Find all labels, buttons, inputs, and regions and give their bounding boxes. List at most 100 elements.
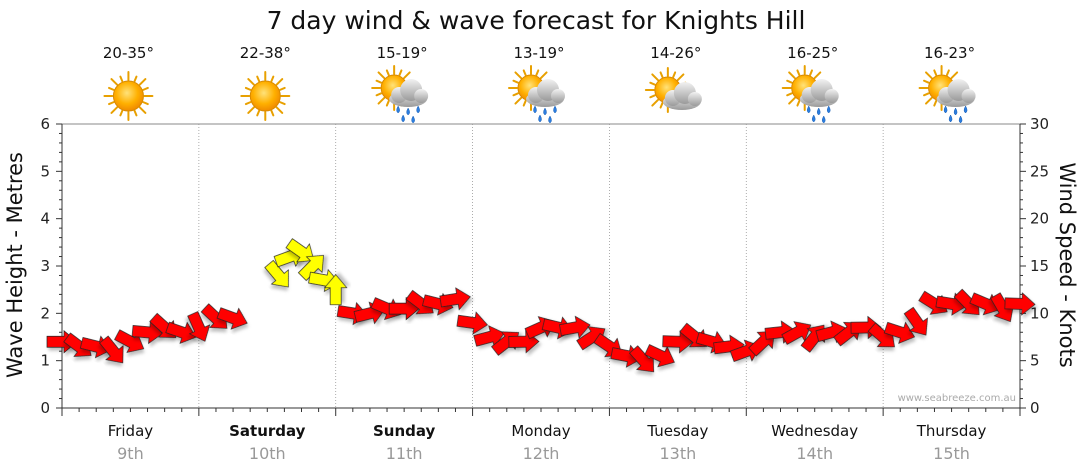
sun-ray	[133, 75, 138, 83]
right-tick-label: 30	[1030, 115, 1049, 133]
wind-arrow	[1004, 292, 1036, 316]
sun-ray	[514, 96, 523, 105]
wind-series	[46, 287, 1036, 373]
sun-ray	[119, 109, 124, 117]
left-axis-label: Wave Height - Metres	[3, 152, 27, 378]
sun-ray	[923, 79, 930, 84]
wind-arrow	[165, 321, 197, 344]
right-axis-label: Wind Speed - Knots	[1055, 162, 1079, 367]
sun-ray	[651, 98, 659, 107]
sun-ray	[275, 106, 284, 114]
wind-arrow-shape	[99, 335, 124, 364]
wind-arrow	[456, 311, 488, 335]
cloud-shape	[526, 79, 565, 107]
sun-ray	[788, 71, 796, 80]
cloud-puff	[551, 89, 565, 103]
date-label: 14th	[796, 444, 833, 463]
sun-disc	[112, 80, 144, 112]
light-wind-arrow	[323, 274, 348, 306]
sun-ray	[659, 101, 664, 109]
wind-arrow-shape	[903, 306, 928, 336]
wind-arrow	[559, 315, 591, 339]
date-label: 9th	[117, 444, 144, 463]
sun-ray	[651, 73, 659, 82]
cloud-puff	[414, 89, 429, 103]
right-tick-label: 0	[1030, 399, 1040, 417]
chart-grid	[61, 123, 1021, 409]
sun-ray	[244, 86, 252, 91]
wind-arrow-shape	[439, 287, 471, 311]
cloud-shape	[389, 79, 429, 107]
sun-ray	[110, 78, 119, 86]
wind-arrow	[473, 325, 505, 348]
rain-drop	[943, 105, 948, 114]
left-tick-label: 5	[40, 162, 50, 180]
rain-drop	[543, 107, 547, 116]
wind-arrow-shape	[473, 325, 505, 348]
wind-arrow	[781, 321, 812, 345]
sun-ray	[108, 86, 115, 91]
rain-drop	[533, 105, 537, 114]
sunny-icon	[240, 71, 291, 121]
rain-drop	[396, 105, 400, 114]
sun-ray	[649, 94, 656, 99]
sun-ray	[514, 71, 523, 80]
right-tick-label: 20	[1030, 210, 1049, 228]
rain-drop	[538, 114, 542, 123]
temperature-label: 16-23°	[924, 44, 975, 62]
sun-cloud-icon	[644, 67, 702, 113]
sun-ray	[244, 101, 252, 106]
sun-ray	[539, 71, 548, 80]
wind-arrow	[644, 344, 675, 368]
sun-ray	[925, 96, 933, 105]
sun-ray	[923, 92, 930, 97]
wind-arrow	[187, 311, 211, 342]
sun-ray	[788, 96, 796, 105]
rain-drop	[963, 105, 968, 114]
sun-ray	[672, 71, 677, 79]
rain-drop	[548, 115, 552, 124]
rain-drop	[958, 115, 963, 124]
sun-ray	[279, 101, 286, 106]
temperature-label: 22-38°	[240, 44, 291, 62]
sun-ray	[108, 101, 115, 106]
sun-ray	[270, 109, 275, 117]
sun-ray	[813, 71, 822, 80]
cloud-shape	[936, 79, 976, 107]
sun-ray	[945, 69, 950, 77]
rain-drop	[826, 105, 831, 114]
sun-ray	[119, 75, 124, 83]
wind-arrow-shape	[883, 321, 916, 344]
light-wind-arrow-shape	[323, 274, 348, 306]
cloud-puff	[687, 92, 702, 106]
day-label: Thursday	[916, 422, 987, 440]
sun-ray	[377, 71, 386, 80]
cloud-shape	[662, 82, 702, 110]
sun-ray	[377, 96, 386, 105]
cloud-puff	[824, 89, 839, 103]
light-wind-arrow	[285, 238, 315, 263]
wind-arrow-shape	[456, 311, 488, 335]
wind-arrow	[216, 307, 248, 330]
rain-drop	[406, 107, 410, 116]
light-wind-arrow	[297, 255, 324, 281]
wind-arrow-shape	[165, 321, 197, 344]
sun-ray	[375, 92, 383, 97]
light-wind-arrow-shape	[297, 255, 324, 281]
plot-area	[61, 123, 1021, 409]
sun-ray	[659, 71, 664, 79]
day-label: Sunday	[373, 422, 436, 440]
wind-arrow	[439, 287, 471, 311]
sun-ray	[512, 92, 520, 97]
right-tick-label: 15	[1030, 257, 1049, 275]
sun-cloud-rain-icon	[508, 65, 565, 124]
sun-ray	[138, 106, 147, 114]
sun-ray	[786, 92, 793, 97]
chart-title: 7 day wind & wave forecast for Knights H…	[267, 6, 806, 35]
date-label: 15th	[933, 444, 970, 463]
sun-ray	[142, 101, 149, 106]
sun-ray	[933, 69, 938, 77]
left-tick-label: 1	[40, 352, 50, 370]
sun-ray	[275, 78, 284, 86]
